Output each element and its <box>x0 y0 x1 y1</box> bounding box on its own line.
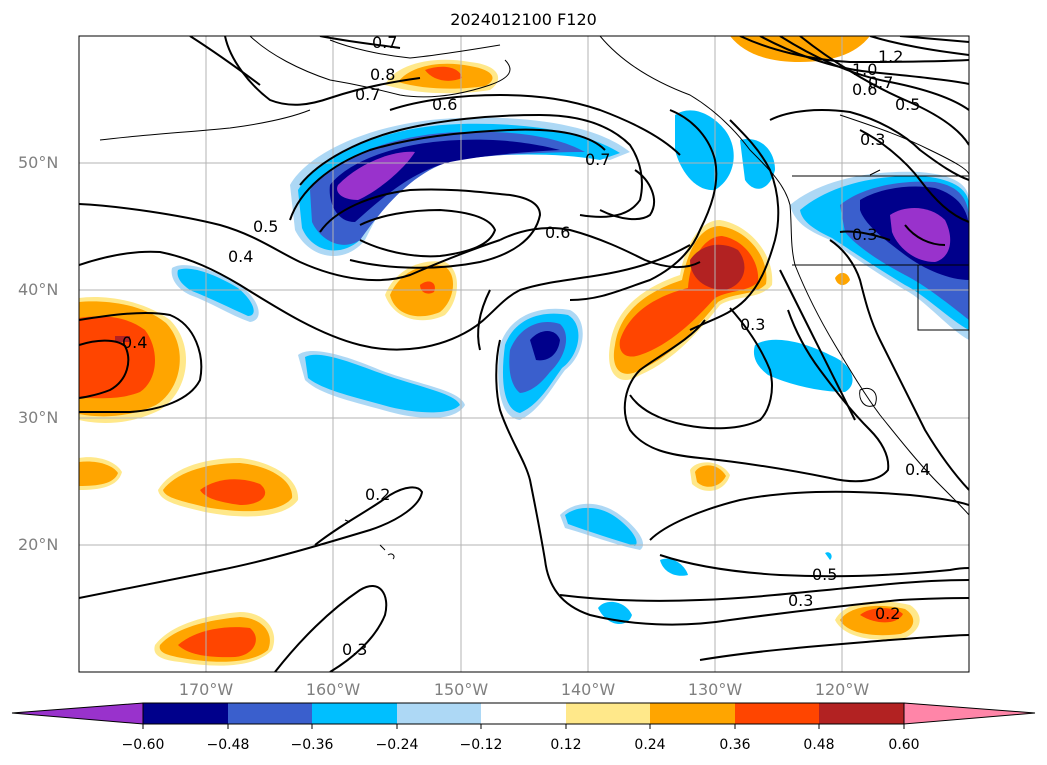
colorbar-tick-label: −0.12 <box>459 737 503 753</box>
lon-label: 170°W <box>178 680 234 699</box>
lon-label: 130°W <box>687 680 743 699</box>
contour-label: 0.4 <box>228 247 253 266</box>
contour-label: 0.2 <box>875 604 900 623</box>
contour-label: 0.6 <box>545 223 570 242</box>
colorbar-segment <box>397 703 481 724</box>
colorbar <box>11 702 1036 729</box>
coastlines <box>99 36 969 560</box>
contour-label: 0.2 <box>365 485 390 504</box>
lat-label: 30°N <box>18 408 59 427</box>
graticule <box>79 36 969 672</box>
contour-label: 0.5 <box>895 95 920 114</box>
contour-label: 0.4 <box>122 333 147 352</box>
lon-label: 140°W <box>560 680 616 699</box>
contour-label: 0.3 <box>740 315 765 334</box>
lat-label: 50°N <box>18 153 59 172</box>
contour-labels: 0.7 0.8 0.7 0.6 0.5 0.7 0.6 0.4 0.4 0.3 … <box>122 33 930 659</box>
map-frame <box>78 35 970 673</box>
lon-label: 160°W <box>305 680 361 699</box>
colorbar-segment <box>735 703 819 724</box>
positive-anomaly-shading <box>79 36 920 666</box>
colorbar-segment <box>819 703 904 724</box>
lon-label: 120°W <box>814 680 870 699</box>
contour-label: 0.3 <box>342 640 367 659</box>
colorbar-extend-left <box>11 702 144 725</box>
colorbar-segment <box>228 703 312 724</box>
lat-label: 20°N <box>18 535 59 554</box>
map-title: 2024012100 F120 <box>450 10 597 29</box>
colorbar-tick-label: 0.36 <box>719 737 751 753</box>
contour-label: 0.7 <box>355 85 380 104</box>
contour-lines <box>79 36 969 672</box>
negative-anomaly-shading <box>171 110 969 625</box>
contour-label: 0.4 <box>905 460 930 479</box>
colorbar-extend-right <box>903 702 1036 725</box>
colorbar-tick-label: 0.24 <box>634 737 666 753</box>
lon-label: 150°W <box>433 680 489 699</box>
colorbar-segment <box>143 703 228 724</box>
field-layer: 0.7 0.8 0.7 0.6 0.5 0.7 0.6 0.4 0.4 0.3 … <box>79 33 969 672</box>
colorbar-tick-label: −0.48 <box>206 737 250 753</box>
contour-label: 0.7 <box>585 150 610 169</box>
colorbar-tick-label: 0.60 <box>888 737 920 753</box>
contour-label: 0.6 <box>432 95 457 114</box>
contour-label: 0.6 <box>852 80 877 99</box>
contour-label: 0.3 <box>852 225 877 244</box>
contour-label: 1.2 <box>878 47 903 66</box>
colorbar-segment <box>481 703 566 724</box>
contour-label: 0.8 <box>370 65 395 84</box>
contour-label: 0.5 <box>253 217 278 236</box>
colorbar-tick-label: −0.60 <box>121 737 165 753</box>
contour-label: 1.0 <box>852 60 877 79</box>
contour-label: 0.5 <box>812 565 837 584</box>
contour-label: 0.3 <box>860 130 885 149</box>
colorbar-tick-label: −0.36 <box>290 737 334 753</box>
colorbar-tick-label: 0.12 <box>550 737 582 753</box>
colorbar-segment <box>312 703 397 724</box>
contour-label: 0.3 <box>788 591 813 610</box>
colorbar-segment <box>650 703 735 724</box>
contour-label: 0.7 <box>868 73 893 92</box>
colorbar-tick-label: 0.48 <box>803 737 835 753</box>
colorbar-segment <box>566 703 650 724</box>
contour-label: 0.7 <box>372 33 397 52</box>
colorbar-tick-label: −0.24 <box>375 737 419 753</box>
lat-label: 40°N <box>18 280 59 299</box>
